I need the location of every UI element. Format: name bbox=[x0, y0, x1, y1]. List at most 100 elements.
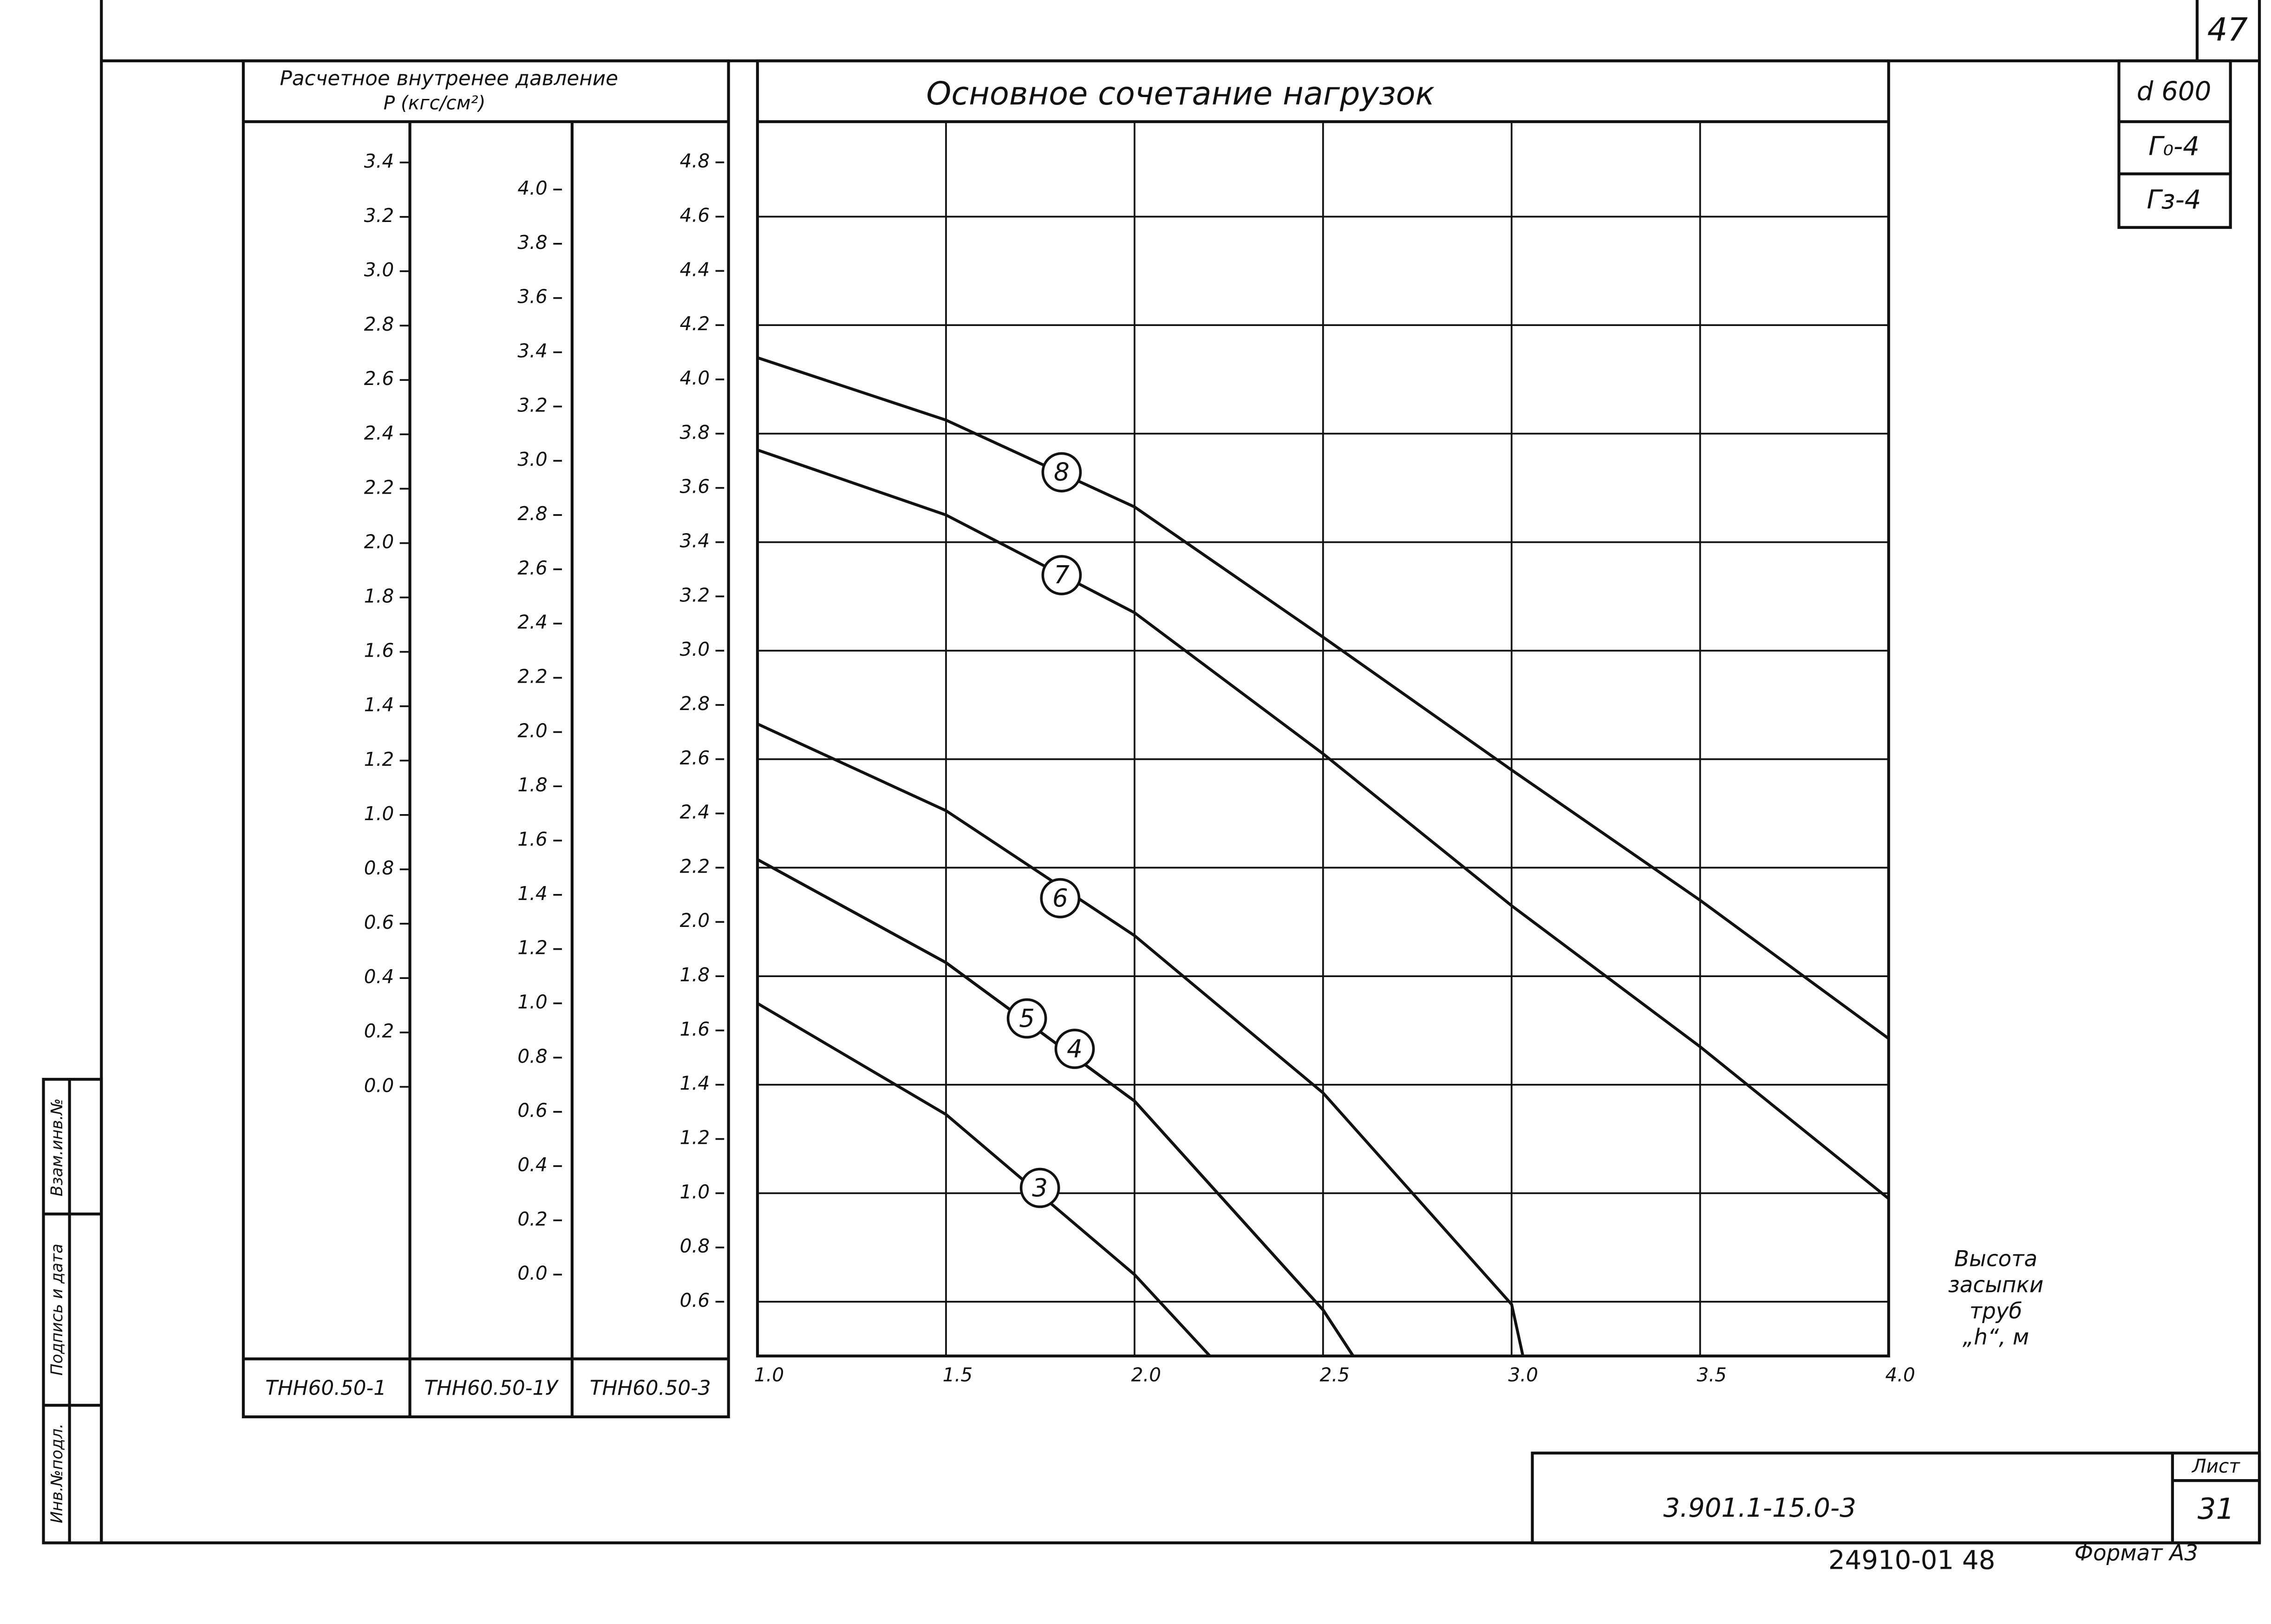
curve-label-circle bbox=[1041, 555, 1082, 595]
y-tick-label: 2.6 bbox=[364, 367, 394, 390]
x-tick-label: 2.0 bbox=[1131, 1364, 1161, 1386]
x-tick-label: 3.0 bbox=[1508, 1364, 1538, 1386]
y-tick-label: 3.8 bbox=[680, 421, 710, 444]
y-tick-label: 2.8 bbox=[680, 692, 710, 715]
y-tick-label: 2.6 bbox=[517, 557, 547, 579]
sheet-label: Лист bbox=[2191, 1455, 2240, 1477]
x-axis-label: „h“, м bbox=[1963, 1325, 2029, 1350]
y-tick-label: 1.4 bbox=[364, 694, 394, 716]
y-tick-label: 2.4 bbox=[517, 611, 547, 633]
y-tick-label: 4.8 bbox=[680, 150, 710, 172]
x-tick-label: 2.5 bbox=[1320, 1364, 1350, 1386]
curve bbox=[757, 722, 1525, 1357]
y-tick-label: 2.2 bbox=[517, 665, 547, 688]
scale-name: ТНН60.50-1У bbox=[424, 1376, 559, 1400]
curve bbox=[757, 1002, 1211, 1357]
curve bbox=[757, 858, 1355, 1357]
archive-number: 24910-01 48 bbox=[1828, 1545, 1995, 1575]
y-tick-label: 3.2 bbox=[364, 204, 394, 227]
y-tick-label: 0.8 bbox=[680, 1235, 710, 1257]
y-tick-label: 3.2 bbox=[517, 394, 547, 416]
y-axis-unit: P (кгс/см²) bbox=[384, 92, 486, 114]
y-tick-label: 3.4 bbox=[517, 340, 547, 362]
sheet-frame bbox=[42, 0, 2261, 1545]
curve-label-circle bbox=[1041, 452, 1082, 493]
gz: Гз-4 bbox=[2147, 185, 2201, 215]
y-tick-label: 1.4 bbox=[517, 882, 547, 905]
y-tick-label: 4.0 bbox=[680, 367, 710, 389]
y-tick-label: 0.4 bbox=[364, 965, 394, 988]
curve-label: 7 bbox=[1054, 561, 1070, 589]
doc-code: 3.901.1-15.0-3 bbox=[1663, 1493, 1856, 1523]
y-tick-label: 1.0 bbox=[364, 802, 394, 825]
y-tick-label: 2.6 bbox=[680, 747, 710, 769]
curve-label: 3 bbox=[1032, 1174, 1048, 1202]
y-tick-label: 1.8 bbox=[680, 964, 710, 986]
y-tick-label: 3.0 bbox=[364, 259, 394, 281]
y-tick-label: 4.2 bbox=[680, 313, 710, 335]
x-tick-label: 1.0 bbox=[754, 1364, 784, 1386]
y-tick-label: 2.0 bbox=[364, 530, 394, 553]
y-tick-label: 1.2 bbox=[680, 1127, 710, 1149]
curve-label: 5 bbox=[1019, 1004, 1035, 1033]
y-tick-label: 2.2 bbox=[680, 855, 710, 877]
curve bbox=[757, 448, 1890, 1200]
y-tick-label: 0.2 bbox=[364, 1020, 394, 1042]
curve-label: 4 bbox=[1067, 1034, 1083, 1063]
x-axis-label: засыпки bbox=[1948, 1273, 2043, 1298]
y-tick-label: 3.2 bbox=[680, 584, 710, 606]
y-tick-label: 4.0 bbox=[517, 177, 547, 199]
x-axis-label: Высота bbox=[1954, 1246, 2037, 1272]
curve-label-circle bbox=[1006, 998, 1047, 1039]
y-tick-label: 3.8 bbox=[517, 231, 547, 254]
chart-title: Основное сочетание нагрузок bbox=[926, 75, 1435, 112]
curve-label-circle bbox=[1040, 878, 1081, 919]
side-stamp: Подпись и дата bbox=[48, 1244, 66, 1376]
y-tick-label: 1.8 bbox=[517, 774, 547, 796]
format: Формат А3 bbox=[2075, 1541, 2198, 1566]
y-tick-label: 1.6 bbox=[364, 639, 394, 662]
y-tick-label: 0.6 bbox=[517, 1099, 547, 1122]
y-tick-label: 2.0 bbox=[680, 909, 710, 932]
y-tick-label: 3.4 bbox=[364, 150, 394, 172]
y-tick-label: 3.6 bbox=[517, 286, 547, 308]
curve-label: 8 bbox=[1054, 458, 1070, 487]
y-tick-label: 0.6 bbox=[364, 911, 394, 933]
diameter: d 600 bbox=[2137, 76, 2212, 106]
g0: Г₀-4 bbox=[2148, 131, 2199, 162]
y-tick-label: 0.4 bbox=[517, 1154, 547, 1176]
curve bbox=[757, 858, 1355, 1357]
y-tick-label: 1.8 bbox=[364, 585, 394, 607]
y-tick-label: 1.6 bbox=[680, 1018, 710, 1040]
y-tick-label: 1.0 bbox=[680, 1180, 710, 1203]
y-tick-label: 3.0 bbox=[517, 448, 547, 470]
y-tick-label: 1.2 bbox=[517, 937, 547, 959]
y-tick-label: 3.6 bbox=[680, 476, 710, 498]
y-tick-label: 0.8 bbox=[364, 857, 394, 879]
curve bbox=[757, 356, 1890, 1040]
y-tick-label: 2.2 bbox=[364, 476, 394, 498]
y-tick-label: 3.4 bbox=[680, 529, 710, 552]
y-axis-title: Расчетное внутренее давление bbox=[280, 67, 619, 91]
side-stamp: Взам.инв.№ bbox=[48, 1098, 66, 1196]
scale-name: ТНН60.50-1 bbox=[265, 1376, 386, 1400]
y-tick-label: 3.0 bbox=[680, 638, 710, 660]
y-tick-label: 0.0 bbox=[517, 1262, 547, 1285]
y-tick-label: 4.4 bbox=[680, 258, 710, 280]
sheet-number: 31 bbox=[2198, 1492, 2234, 1526]
y-tick-label: 0.6 bbox=[680, 1289, 710, 1311]
y-tick-label: 0.0 bbox=[364, 1074, 394, 1096]
y-tick-label: 2.4 bbox=[364, 422, 394, 444]
x-tick-label: 3.5 bbox=[1697, 1364, 1726, 1386]
curve-label-circle bbox=[1054, 1029, 1095, 1069]
y-tick-label: 4.6 bbox=[680, 204, 710, 226]
scale-name: ТНН60.50-3 bbox=[590, 1376, 711, 1400]
y-tick-label: 2.4 bbox=[680, 801, 710, 823]
y-tick-label: 2.8 bbox=[517, 502, 547, 525]
sheet-top-number: 47 bbox=[2207, 12, 2248, 49]
curve-label-circle bbox=[1019, 1167, 1060, 1208]
y-tick-label: 1.0 bbox=[517, 991, 547, 1013]
y-tick-label: 1.6 bbox=[517, 828, 547, 850]
y-tick-label: 1.2 bbox=[364, 748, 394, 770]
